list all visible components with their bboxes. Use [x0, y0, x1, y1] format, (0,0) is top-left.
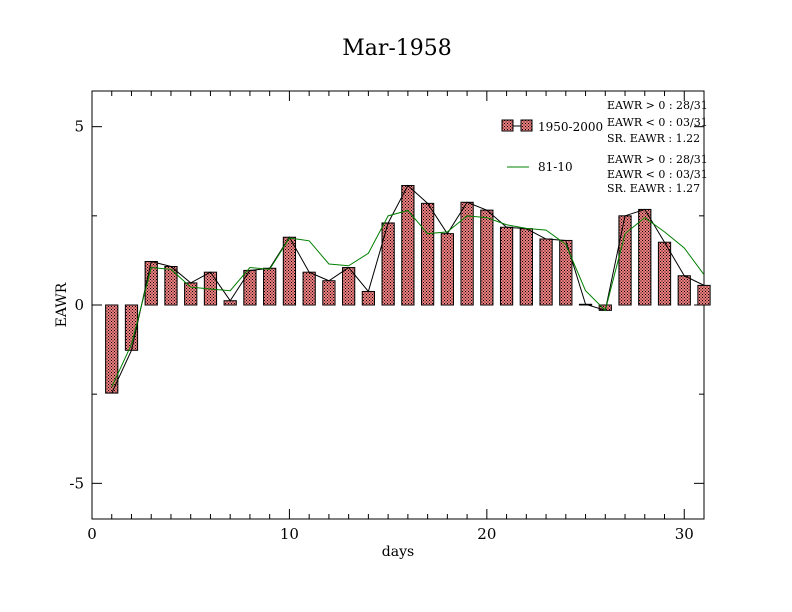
legend-stat-81-10-neg: EAWR < 0 : 03/31: [607, 168, 708, 181]
bar-day-5: [184, 282, 198, 306]
x-tick-label-30: 30: [675, 525, 694, 543]
y-tick-label-5: 5: [74, 118, 84, 136]
legend-stat-1950-2000-sr: SR. EAWR : 1.22: [607, 132, 700, 145]
legend-swatch-1950-2000-b: [520, 119, 533, 132]
bar-day-12: [322, 280, 336, 306]
bar-day-9: [263, 267, 277, 306]
bar-day-8: [243, 269, 257, 306]
bar-day-22: [519, 228, 533, 306]
bar-day-19: [460, 201, 474, 306]
bar-day-20: [480, 209, 494, 306]
line-81-10: [111, 209, 705, 388]
bar-day-24: [559, 239, 573, 306]
bar-day-28: [638, 208, 652, 306]
x-axis-label: days: [382, 544, 414, 560]
bar-day-14: [361, 290, 376, 306]
x-tick-label-10: 10: [280, 525, 299, 543]
legend-swatch-1950-2000-a: [501, 119, 514, 132]
bar-day-31: [697, 284, 711, 306]
bar-day-11: [302, 271, 316, 306]
bar-day-29: [657, 241, 672, 306]
bar-day-27: [618, 215, 632, 306]
bar-day-4: [164, 265, 178, 306]
legend-stat-1950-2000-neg: EAWR < 0 : 03/31: [607, 116, 708, 129]
bar-day-10: [282, 236, 297, 306]
y-tick-label-0: 0: [74, 296, 84, 314]
axes: 0 10 20 30 -5 0 5: [69, 91, 705, 543]
legend-stat-81-10-sr: SR. EAWR : 1.27: [607, 182, 700, 195]
y-axis-label: EAWR: [54, 282, 70, 327]
bar-day-21: [499, 226, 514, 306]
bar-day-17: [420, 202, 435, 306]
bar-day-16: [401, 185, 415, 306]
y-tick-label--5: -5: [69, 474, 84, 492]
legend-label-1950-2000: 1950-2000: [538, 120, 603, 134]
lines: [111, 184, 705, 394]
legend-label-81-10: 81-10: [538, 160, 573, 174]
bar-day-1: [105, 304, 119, 394]
bar-day-30: [677, 275, 691, 306]
chart-title: Mar-1958: [342, 36, 452, 61]
x-tick-label-20: 20: [477, 525, 496, 543]
bar-day-15: [381, 222, 395, 306]
legend-stat-1950-2000-pos: EAWR > 0 : 28/31: [607, 99, 708, 112]
legend-stat-81-10-pos: EAWR > 0 : 28/31: [607, 153, 708, 166]
bars-1950-2000: [105, 185, 711, 394]
x-tick-label-0: 0: [87, 525, 97, 543]
bar-day-23: [539, 238, 553, 306]
legend: 1950-2000 EAWR > 0 : 28/31 EAWR < 0 : 03…: [501, 99, 708, 195]
bar-day-18: [440, 233, 454, 306]
